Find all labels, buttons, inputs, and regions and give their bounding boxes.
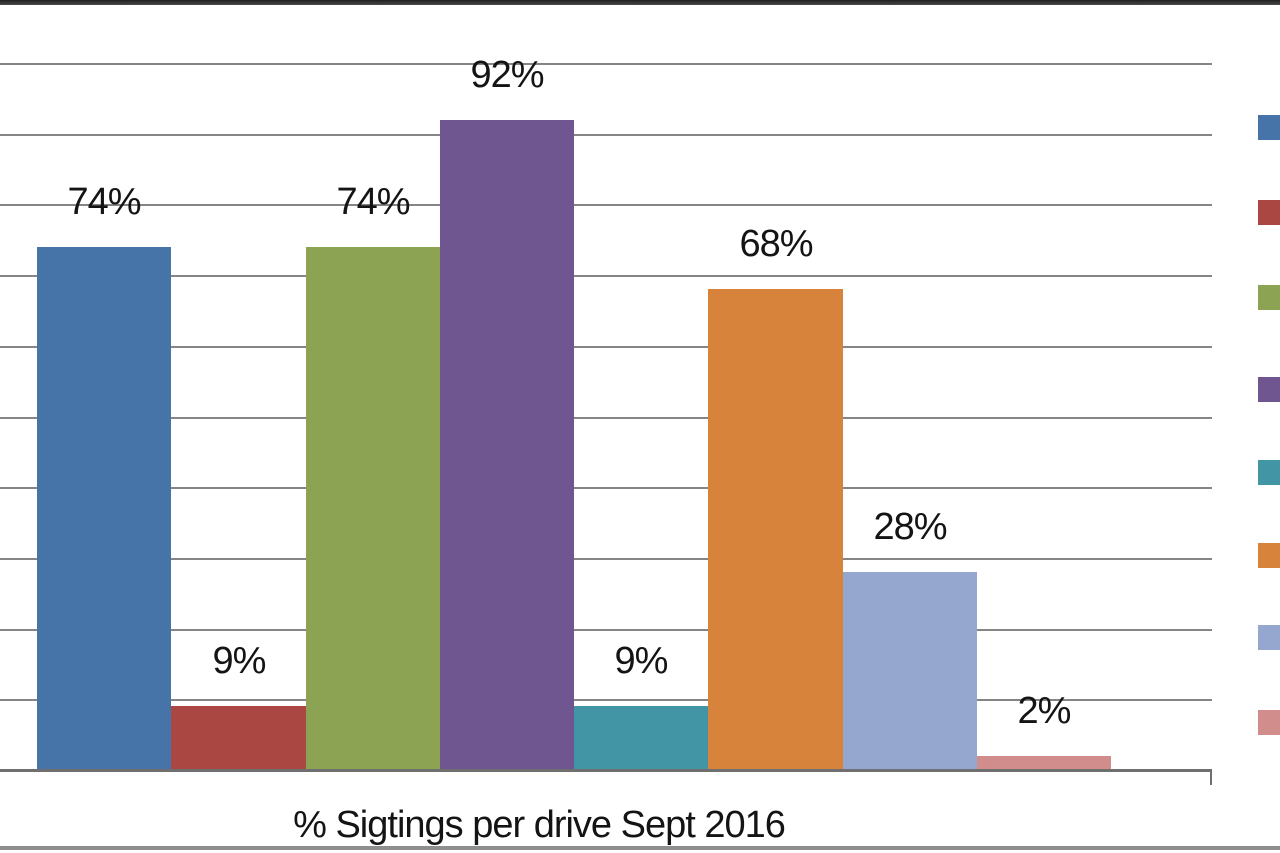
bar-series-2 [171,706,306,770]
gridline-10pct [0,699,1212,701]
bottom-border-line [0,846,1280,850]
gridline-100pct [0,63,1212,65]
gridline-80pct [0,204,1212,206]
legend-swatch-4 [1258,377,1280,402]
legend-swatch-7 [1258,625,1280,650]
gridline-30pct [0,558,1212,560]
bar-series-8 [977,756,1111,770]
bar-series-5 [574,706,708,770]
gridline-90pct [0,134,1212,136]
bar-series-7 [843,572,977,770]
legend-swatch-6 [1258,543,1280,568]
bar-series-6 [708,289,843,770]
top-border-line [0,0,1280,5]
bar-value-label-2: 9% [212,640,267,682]
gridline-40pct [0,487,1212,489]
bar-series-1 [37,247,171,770]
bar-value-label-5: 9% [614,640,669,682]
bar-value-label-8: 2% [1017,690,1072,732]
legend-swatch-5 [1258,460,1280,485]
x-axis-line [0,769,1212,772]
x-axis-title: % Sigtings per drive Sept 2016 [293,804,786,846]
bar-value-label-1: 74% [67,181,141,223]
bar-value-label-7: 28% [873,506,947,548]
bar-series-3 [306,247,440,770]
bar-value-label-4: 92% [470,54,544,96]
legend-swatch-1 [1258,115,1280,140]
bar-value-label-3: 74% [336,181,410,223]
bar-value-label-6: 68% [739,223,813,265]
legend-swatch-3 [1258,285,1280,310]
gridline-70pct [0,275,1212,277]
gridline-60pct [0,346,1212,348]
gridline-50pct [0,417,1212,419]
gridline-20pct [0,629,1212,631]
x-axis-tick [1210,770,1212,785]
legend-swatch-8 [1258,710,1280,735]
legend-swatch-2 [1258,200,1280,225]
bar-series-4 [440,120,574,770]
